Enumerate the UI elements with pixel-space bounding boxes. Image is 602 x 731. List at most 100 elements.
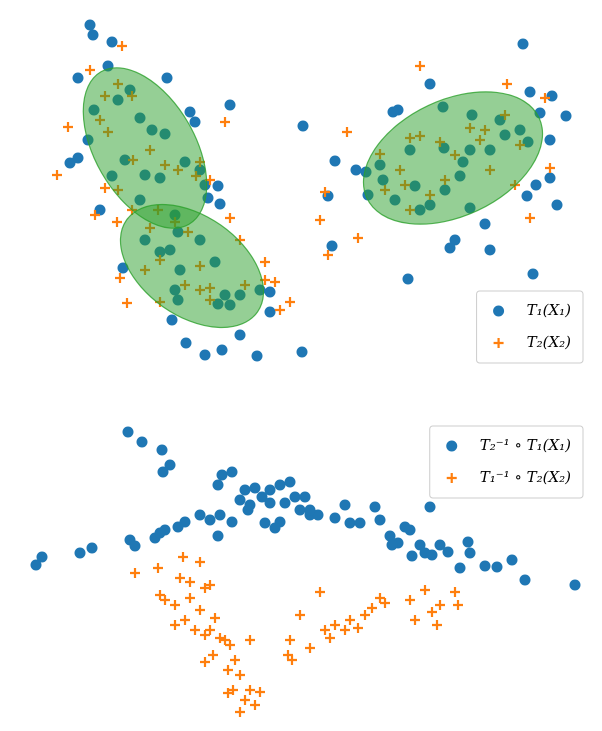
- circle-point: [424, 501, 436, 513]
- circle-point: [216, 469, 228, 481]
- circle-point: [216, 344, 228, 356]
- plus-point: [502, 79, 512, 89]
- circle-point: [569, 579, 581, 591]
- circle-point: [199, 349, 211, 361]
- circle-point: [444, 242, 456, 254]
- plus-point: [295, 610, 305, 620]
- circle-point: [369, 501, 381, 513]
- circle-point: [161, 72, 173, 84]
- circle-point: [234, 329, 246, 341]
- plus-point: [525, 213, 535, 223]
- plus-point: [450, 587, 460, 597]
- plus-point: [85, 65, 95, 75]
- circle-point: [350, 164, 362, 176]
- plus-point: [275, 305, 285, 315]
- plus-point: [90, 210, 100, 220]
- plus-point: [453, 600, 463, 610]
- plus-point: [122, 298, 132, 308]
- circle-point: [226, 516, 238, 528]
- circle-point: [87, 29, 99, 41]
- plus-point: [215, 633, 225, 643]
- circle-point: [386, 539, 398, 551]
- legend: T₂⁻¹ ∘ T₁(X₁) T₁⁻¹ ∘ T₂(X₂): [429, 425, 584, 499]
- circle-point: [106, 36, 118, 48]
- plus-point: [205, 580, 215, 590]
- legend-marker: [493, 338, 504, 348]
- circle-point: [172, 521, 184, 533]
- plus-point: [220, 117, 230, 127]
- plus-point: [545, 163, 555, 173]
- circle-point: [521, 190, 533, 202]
- circle-point: [256, 491, 268, 503]
- plus-point: [353, 233, 363, 243]
- circle-point: [72, 152, 84, 164]
- circle-point: [544, 134, 556, 146]
- plus-point: [375, 593, 385, 603]
- plus-point: [210, 613, 220, 623]
- circle-point: [279, 497, 291, 509]
- plus-point: [260, 257, 270, 267]
- plus-point: [160, 595, 170, 605]
- circle-point: [166, 314, 178, 326]
- circle-point: [414, 539, 426, 551]
- circle-point: [72, 72, 84, 84]
- circle-point: [289, 491, 301, 503]
- circle-point: [384, 530, 396, 542]
- circle-point: [424, 78, 436, 90]
- circle-point: [234, 494, 246, 506]
- circle-point: [64, 157, 76, 169]
- plus-point: [427, 607, 437, 617]
- plus-point: [420, 585, 430, 595]
- legend-label: T₁⁻¹ ∘ T₂(X₂): [480, 468, 571, 486]
- plus-point: [320, 625, 330, 635]
- plus-point: [223, 688, 233, 698]
- circle-point: [519, 574, 531, 586]
- circle-point: [194, 509, 206, 521]
- circle-point: [479, 560, 491, 572]
- legend-box: [429, 425, 584, 499]
- plus-point: [235, 670, 245, 680]
- circle-point: [214, 509, 226, 521]
- legend-marker: [493, 305, 505, 317]
- plus-point: [360, 610, 370, 620]
- plus-point: [185, 593, 195, 603]
- circle-point: [212, 180, 224, 192]
- plus-point: [367, 603, 377, 613]
- plus-point: [340, 625, 350, 635]
- circle-point: [204, 514, 216, 526]
- plus-point: [285, 635, 295, 645]
- circle-point: [551, 199, 563, 211]
- legend-label: T₂(X₂): [527, 333, 572, 351]
- plus-point: [220, 635, 230, 645]
- circle-point: [84, 19, 96, 31]
- circle-point: [164, 459, 176, 471]
- plus-point: [170, 620, 180, 630]
- plus-point: [195, 557, 205, 567]
- circle-point: [30, 559, 42, 571]
- circle-point: [524, 86, 536, 98]
- circle-point: [157, 466, 169, 478]
- plus-point: [410, 615, 420, 625]
- plus-point: [235, 707, 245, 717]
- circle-point: [312, 509, 324, 521]
- circle-point: [402, 273, 414, 285]
- plus-point: [170, 600, 180, 610]
- plus-point: [323, 250, 333, 260]
- circle-point: [212, 530, 224, 542]
- circle-point: [214, 198, 226, 210]
- circle-point: [297, 120, 309, 132]
- plus-point: [325, 633, 335, 643]
- plus-point: [178, 552, 188, 562]
- circle-point: [344, 517, 356, 529]
- plus-point: [270, 277, 280, 287]
- circle-point: [226, 466, 238, 478]
- circle-point: [299, 491, 311, 503]
- circle-point: [117, 262, 129, 274]
- plus-point: [380, 598, 390, 608]
- circle-point: [517, 38, 529, 50]
- circle-point: [454, 562, 466, 574]
- plus-point: [353, 623, 363, 633]
- plus-point: [155, 590, 165, 600]
- circle-point: [506, 554, 518, 566]
